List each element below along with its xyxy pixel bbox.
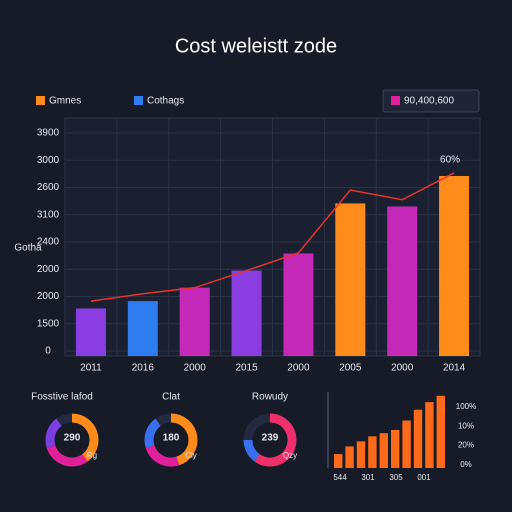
- y-tick-label: 2000: [37, 264, 60, 275]
- y-tick-label: 100%: [456, 402, 476, 411]
- donut-segment: [243, 439, 260, 462]
- x-tick-label: 2011: [80, 363, 102, 374]
- y-tick-label: 20%: [458, 441, 474, 450]
- donut-center: 239: [262, 433, 279, 444]
- bar: [356, 441, 366, 468]
- bar: [439, 175, 470, 356]
- x-tick-label: 544: [333, 473, 347, 482]
- annotation: 60%: [440, 155, 460, 166]
- legend-label: Gmnes: [49, 96, 81, 107]
- donut-segment: [170, 413, 198, 466]
- x-tick-label: 2000: [287, 363, 310, 374]
- y-tick-label: 2000: [37, 291, 60, 302]
- bar: [391, 430, 400, 468]
- donut-segment: [56, 413, 73, 427]
- donut-label: Qzy: [283, 451, 297, 460]
- bar: [345, 446, 354, 468]
- x-tick-label: 2000: [391, 363, 414, 374]
- legend-label: Cothags: [147, 96, 184, 107]
- donut-segment: [144, 418, 161, 449]
- bar: [413, 409, 423, 468]
- donut-segment: [254, 413, 297, 467]
- y-axis-label: Gotha: [14, 243, 42, 254]
- x-tick-label: 2015: [235, 363, 258, 374]
- bar: [425, 402, 434, 468]
- donut-segment: [155, 413, 172, 427]
- legend-swatch: [134, 96, 143, 105]
- donut-title: Rowudy: [252, 392, 288, 403]
- y-tick-label: 3000: [37, 155, 60, 166]
- bar: [368, 436, 377, 468]
- y-tick-label: 10%: [458, 421, 474, 430]
- donut-label: Cly: [185, 451, 197, 460]
- bar: [127, 301, 158, 356]
- donut-segment: [145, 445, 180, 467]
- bar: [402, 420, 411, 468]
- donut-segment: [46, 445, 88, 467]
- badge-swatch: [391, 96, 400, 105]
- donut-title: Fosstive lafod: [31, 392, 93, 403]
- x-tick-label: 001: [417, 473, 431, 482]
- legend-swatch: [36, 96, 45, 105]
- badge-text: 90,400,600: [404, 96, 454, 107]
- y-tick-label: 0: [45, 346, 51, 357]
- bar: [387, 206, 418, 356]
- x-tick-label: 2005: [339, 363, 362, 374]
- bar: [334, 454, 343, 468]
- y-tick-label: 2600: [37, 182, 60, 193]
- x-tick-label: 2000: [184, 363, 207, 374]
- donut-label: Rg: [87, 451, 97, 460]
- x-tick-label: 301: [361, 473, 375, 482]
- donut-segment: [45, 418, 62, 449]
- donut-center: 180: [163, 433, 180, 444]
- x-tick-label: 305: [389, 473, 403, 482]
- donut-segment: [71, 413, 99, 462]
- donut-center: 290: [64, 433, 81, 444]
- bar: [436, 395, 445, 468]
- bar: [379, 433, 388, 468]
- donut-segment: [243, 413, 271, 441]
- chart-title: Cost weleistt zode: [175, 35, 337, 57]
- trend-line: [90, 172, 455, 302]
- x-tick-label: 2016: [132, 363, 155, 374]
- y-tick-label: 0%: [460, 460, 472, 469]
- x-tick-label: 2014: [443, 363, 466, 374]
- bar: [231, 270, 262, 356]
- y-tick-label: 1500: [37, 318, 60, 329]
- y-tick-label: 2400: [37, 237, 60, 248]
- y-tick-label: 3900: [37, 128, 60, 139]
- donut-title: Clat: [162, 392, 180, 403]
- y-tick-label: 3100: [37, 209, 60, 220]
- badge-box: [382, 89, 480, 113]
- bar: [335, 203, 366, 356]
- bar: [283, 253, 314, 356]
- bar: [75, 308, 106, 356]
- bar: [179, 287, 210, 356]
